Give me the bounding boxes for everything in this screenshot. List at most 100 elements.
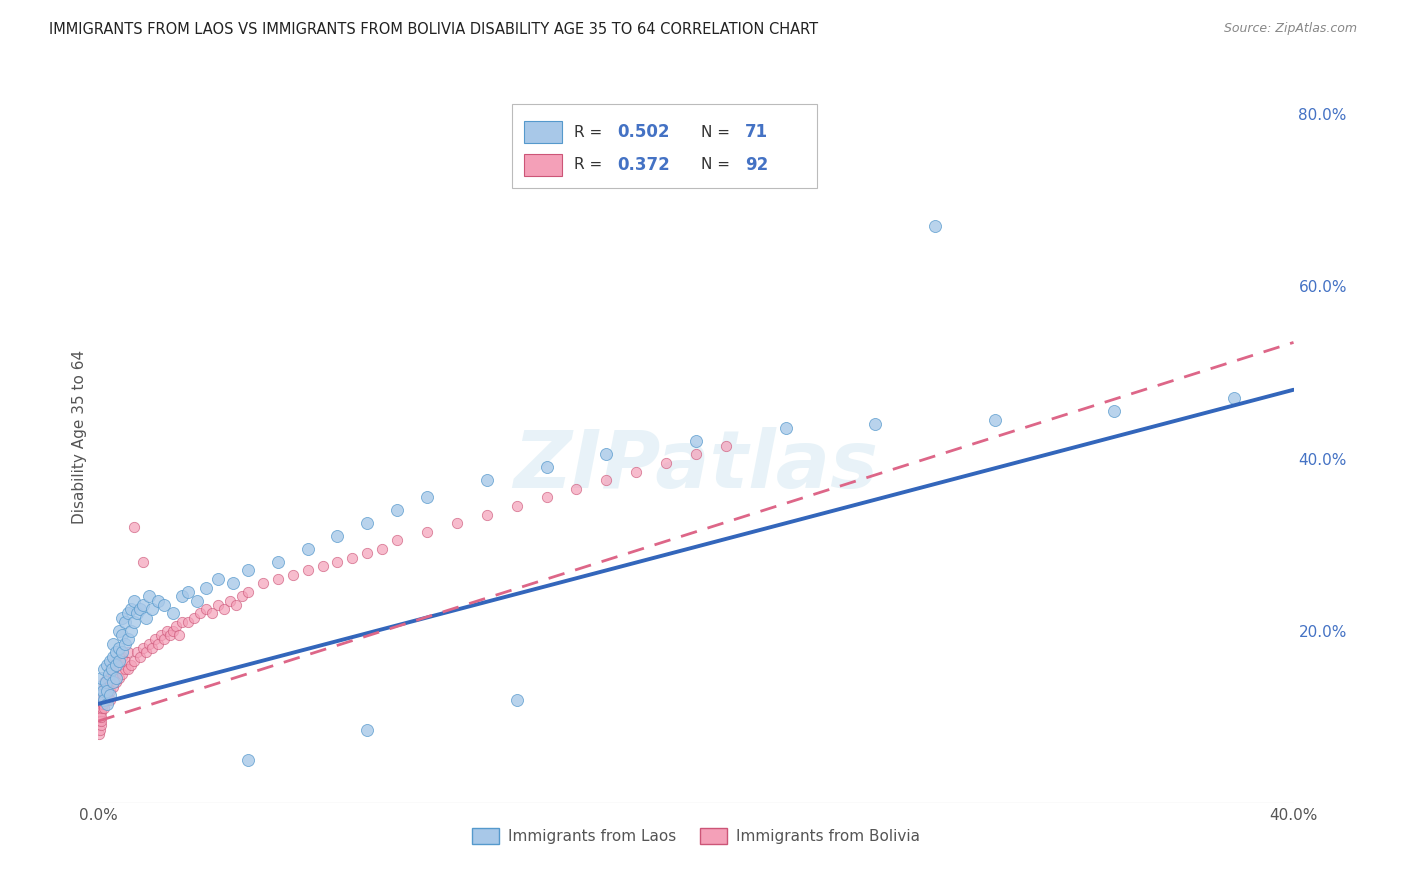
- Point: [172, 615, 194, 629]
- Point: [183, 611, 205, 625]
- Point: [103, 649, 125, 664]
- Point: [141, 640, 163, 655]
- FancyBboxPatch shape: [524, 154, 562, 176]
- Y-axis label: Disability Age 35 to 64: Disability Age 35 to 64: [72, 350, 87, 524]
- Text: 0.502: 0.502: [617, 123, 669, 141]
- Point: [89, 710, 111, 724]
- Point: [90, 710, 112, 724]
- Point: [371, 541, 394, 556]
- Point: [93, 692, 115, 706]
- Point: [103, 675, 125, 690]
- Point: [177, 585, 200, 599]
- Point: [105, 645, 128, 659]
- Point: [108, 624, 131, 638]
- Point: [93, 675, 115, 690]
- Point: [207, 572, 229, 586]
- Point: [124, 520, 146, 534]
- Point: [222, 576, 245, 591]
- Point: [536, 491, 558, 505]
- Text: 71: 71: [745, 123, 768, 141]
- Point: [177, 615, 200, 629]
- Point: [94, 675, 117, 690]
- Point: [172, 589, 194, 603]
- Point: [924, 219, 946, 234]
- Point: [114, 637, 136, 651]
- Point: [311, 559, 333, 574]
- Point: [655, 456, 678, 470]
- Point: [446, 516, 468, 530]
- Point: [96, 688, 118, 702]
- Point: [506, 499, 529, 513]
- Point: [98, 688, 122, 702]
- Point: [148, 637, 170, 651]
- Point: [111, 611, 134, 625]
- Text: R =: R =: [574, 125, 607, 139]
- Point: [135, 645, 157, 659]
- Point: [96, 658, 118, 673]
- Point: [96, 692, 118, 706]
- Text: N =: N =: [700, 125, 734, 139]
- Point: [111, 628, 134, 642]
- Point: [93, 701, 115, 715]
- Point: [87, 714, 110, 728]
- Point: [97, 666, 120, 681]
- Point: [111, 649, 134, 664]
- Point: [201, 607, 224, 621]
- Point: [195, 581, 218, 595]
- Text: 92: 92: [745, 156, 768, 174]
- Point: [108, 671, 131, 685]
- Point: [475, 473, 498, 487]
- Point: [148, 593, 170, 607]
- Point: [385, 503, 409, 517]
- Point: [129, 649, 152, 664]
- Point: [186, 593, 208, 607]
- Point: [127, 607, 149, 621]
- Point: [1104, 404, 1126, 418]
- Point: [342, 550, 364, 565]
- Point: [165, 619, 187, 633]
- Point: [385, 533, 409, 548]
- Point: [150, 628, 173, 642]
- Point: [156, 624, 179, 638]
- Point: [94, 684, 117, 698]
- Point: [93, 688, 115, 702]
- Point: [167, 628, 190, 642]
- Point: [775, 421, 797, 435]
- Point: [89, 723, 111, 737]
- Point: [111, 645, 134, 659]
- Point: [685, 434, 707, 449]
- Point: [252, 576, 274, 591]
- Point: [120, 624, 142, 638]
- Point: [124, 615, 146, 629]
- Point: [267, 572, 290, 586]
- Point: [103, 680, 125, 694]
- Point: [356, 546, 378, 560]
- Point: [536, 460, 558, 475]
- Point: [89, 680, 111, 694]
- Point: [117, 607, 139, 621]
- Point: [188, 607, 211, 621]
- Point: [97, 675, 120, 690]
- Point: [195, 602, 218, 616]
- Point: [416, 491, 439, 505]
- Point: [475, 508, 498, 522]
- Point: [565, 482, 588, 496]
- Text: Source: ZipAtlas.com: Source: ZipAtlas.com: [1223, 22, 1357, 36]
- Point: [595, 447, 617, 461]
- Point: [506, 692, 529, 706]
- Point: [108, 640, 131, 655]
- Point: [267, 555, 290, 569]
- Point: [96, 684, 118, 698]
- Point: [89, 727, 111, 741]
- Point: [105, 671, 128, 685]
- Point: [108, 658, 131, 673]
- Point: [93, 662, 115, 676]
- Point: [101, 662, 124, 676]
- Point: [89, 718, 111, 732]
- Point: [595, 473, 617, 487]
- Point: [281, 567, 304, 582]
- Point: [356, 723, 378, 737]
- Point: [153, 632, 176, 647]
- Point: [111, 666, 134, 681]
- Point: [96, 697, 118, 711]
